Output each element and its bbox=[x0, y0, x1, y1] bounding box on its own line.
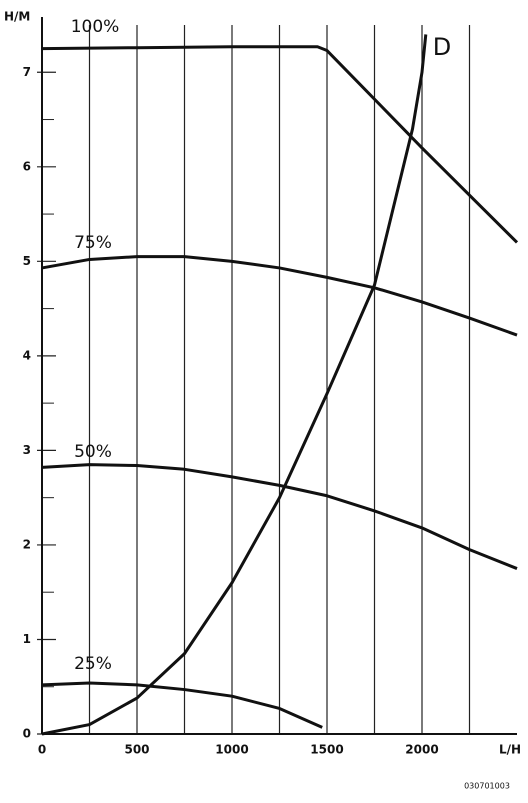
y-tick-label: 3 bbox=[23, 443, 31, 457]
y-axis-label: H/M bbox=[4, 10, 30, 24]
curve bbox=[41, 45, 519, 244]
y-tick-label: 6 bbox=[23, 159, 31, 173]
curve-label: D bbox=[433, 33, 451, 61]
x-tick-label: 500 bbox=[124, 743, 149, 757]
curve bbox=[41, 463, 518, 570]
y-tick-label: 4 bbox=[23, 348, 31, 362]
x-tick-label: 2000 bbox=[405, 743, 438, 757]
y-tick-label: 1 bbox=[23, 632, 31, 646]
x-tick-label: 0 bbox=[38, 743, 46, 757]
curve-label: 25% bbox=[74, 654, 112, 674]
y-tick-label: 2 bbox=[23, 537, 31, 551]
curve-label: 75% bbox=[74, 233, 112, 253]
footnote: 030701003 bbox=[464, 782, 510, 791]
x-tick-label: 1500 bbox=[310, 743, 343, 757]
curve-label: 100% bbox=[71, 17, 120, 37]
x-tick-label: 1000 bbox=[215, 743, 248, 757]
y-tick-label: 5 bbox=[23, 254, 31, 268]
curve bbox=[41, 681, 323, 729]
x-axis-label: L/H bbox=[499, 743, 521, 757]
y-tick-label: 7 bbox=[23, 65, 31, 79]
curve bbox=[41, 34, 428, 736]
curve-label: 50% bbox=[74, 442, 112, 462]
y-tick-label: 0 bbox=[23, 727, 31, 741]
curve bbox=[41, 255, 518, 337]
